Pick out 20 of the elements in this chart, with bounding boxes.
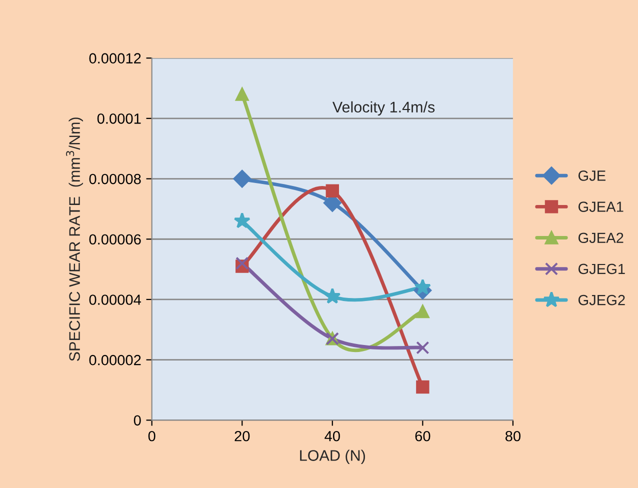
y-tick-label: 0.00002 <box>89 354 141 366</box>
x-tick-label: 20 <box>234 430 250 442</box>
x-tick-label: 60 <box>415 430 430 442</box>
y-tick-label: 0 <box>134 415 141 426</box>
y-tick-label: 0.0001 <box>97 114 141 124</box>
annotation: Velocity 1.4m/s <box>332 101 435 116</box>
y-tick-label: 0.00004 <box>89 294 142 305</box>
y-tick-label: 0.00012 <box>89 53 141 64</box>
legend-label: GJEG1 <box>578 264 625 274</box>
y-tick-label: 0.00006 <box>89 234 141 245</box>
y-tick-label: 0.00008 <box>89 174 141 184</box>
legend-label: GJEA1 <box>578 202 624 212</box>
x-tick-label: 0 <box>148 430 156 442</box>
x-tick-label: 40 <box>324 430 340 442</box>
y-axis-title: SPECIFIC WEAR RATE (mm$^{3}$/Nm) <box>66 118 83 361</box>
x-axis-title: LOAD (N) <box>300 450 365 464</box>
x-tick-label: 80 <box>505 430 520 442</box>
legend-label: GJEA2 <box>578 232 624 244</box>
legend-label: GJEG2 <box>578 294 625 306</box>
legend-label: GJE <box>578 170 606 181</box>
